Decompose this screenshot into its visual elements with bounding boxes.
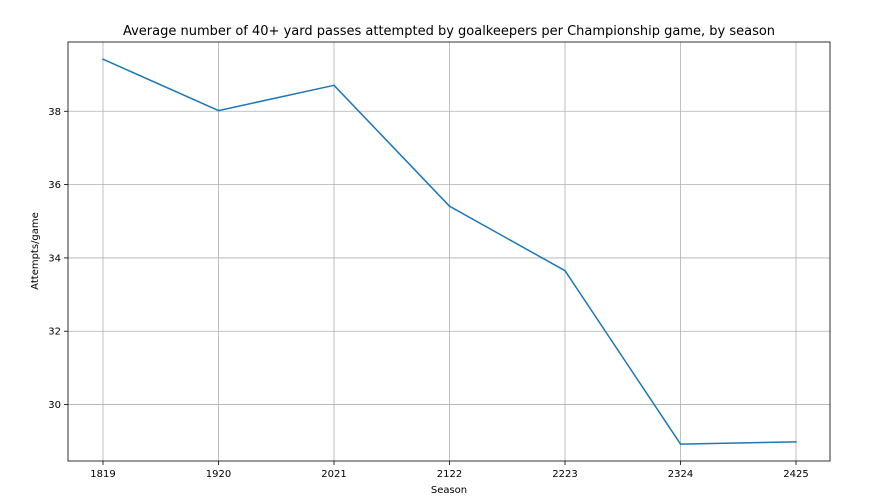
x-axis-label: Season [431, 485, 467, 496]
data-point [564, 269, 566, 272]
y-tick-label: 32 [48, 327, 61, 338]
data-point [795, 441, 797, 443]
y-tick-label: 34 [48, 253, 61, 264]
data-point [448, 205, 451, 207]
data-point [679, 443, 682, 445]
data-point [217, 109, 220, 112]
y-tick-label: 38 [48, 107, 61, 118]
x-tick-label: 2324 [668, 469, 693, 480]
grid-lines [68, 42, 830, 461]
y-tick-label: 30 [48, 400, 61, 411]
data-point [333, 84, 335, 87]
plot-area-frame [67, 41, 831, 462]
x-tick-label: 2021 [321, 469, 346, 480]
y-axis-label: Attempts/game [30, 212, 41, 290]
y-tick-label: 36 [48, 180, 61, 191]
x-tick-label: 1819 [90, 469, 115, 480]
x-tick-label: 2425 [783, 469, 808, 480]
x-tick-label: 2223 [552, 469, 577, 480]
data-point [102, 58, 104, 60]
x-tick-label: 1920 [206, 469, 231, 480]
axis-ticks: 1819 1920 2021 2122 2223 2324 2425 30 32 34 36 38 [48, 107, 808, 480]
chart-title: Average number of 40+ yard passes attemp… [123, 24, 775, 39]
series-layer [102, 58, 797, 445]
x-tick-label: 2122 [437, 469, 462, 480]
